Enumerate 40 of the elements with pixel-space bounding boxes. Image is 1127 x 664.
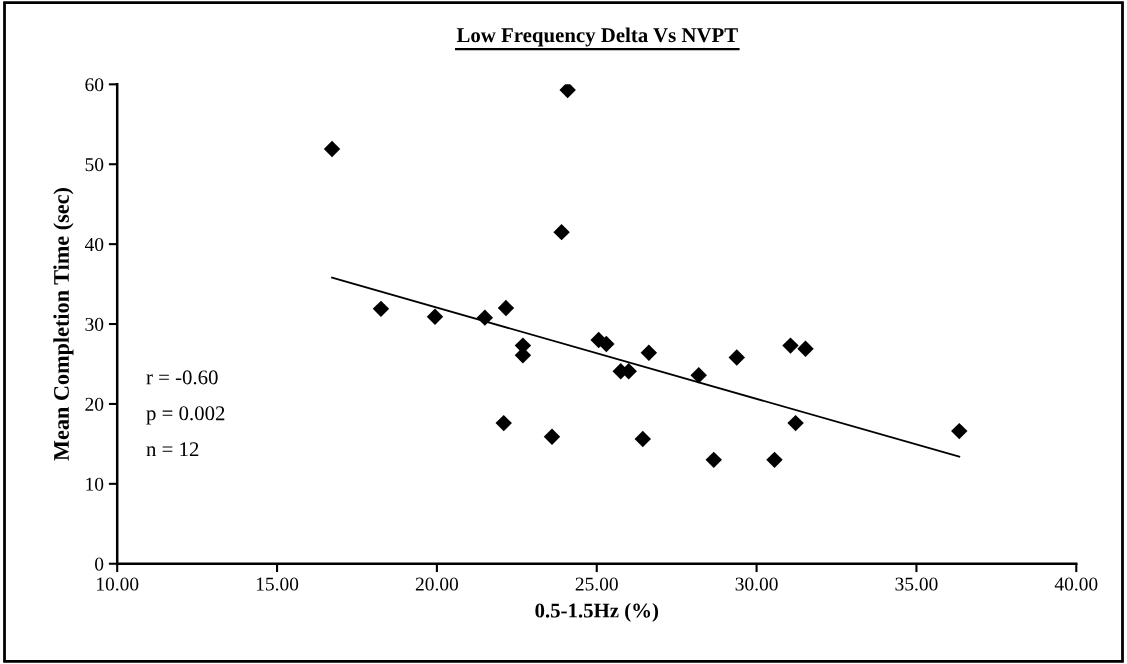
x-tick-label: 35.00 <box>895 577 938 591</box>
y-tick-label: 30 <box>85 317 104 331</box>
point <box>495 414 512 432</box>
chart-title: Low Frequency Delta Vs NVPT <box>456 27 738 47</box>
point <box>559 84 576 99</box>
point <box>497 299 515 317</box>
y-tick-label: 20 <box>85 397 104 411</box>
point <box>797 340 814 358</box>
point <box>372 300 390 318</box>
y-axis-title: Mean Completion Time (sec) <box>53 188 74 461</box>
point <box>598 335 615 353</box>
point <box>787 414 804 432</box>
point <box>426 308 444 326</box>
y-tick-label: 0 <box>95 557 104 571</box>
point <box>323 140 341 158</box>
point <box>543 428 561 445</box>
point <box>782 337 799 354</box>
annotation: n = 12 <box>146 442 199 457</box>
point <box>640 344 658 362</box>
x-tick-label: 40.00 <box>1054 577 1098 591</box>
point <box>766 451 783 469</box>
annotation: r = -0.60 <box>146 370 218 385</box>
y-tick-label: 50 <box>85 158 104 172</box>
y-tick-label: 10 <box>86 477 104 491</box>
x-tick-label: 20.00 <box>415 577 459 591</box>
annotation: p = 0.002 <box>146 406 225 425</box>
x-tick-label: 15.00 <box>256 577 299 591</box>
point <box>476 309 494 326</box>
y-tick-label: 40 <box>84 237 104 252</box>
point <box>728 349 745 366</box>
y-tick-label: 60 <box>85 78 104 92</box>
point <box>634 430 651 448</box>
x-tick-label: 30.00 <box>735 577 778 591</box>
x-axis-title: 0.5-1.5Hz (%) <box>535 602 659 622</box>
point <box>951 422 968 440</box>
point <box>690 366 707 384</box>
point <box>705 451 722 469</box>
point <box>553 223 570 241</box>
x-tick-label: 10.00 <box>97 577 139 591</box>
x-tick-label: 25.00 <box>575 577 618 591</box>
